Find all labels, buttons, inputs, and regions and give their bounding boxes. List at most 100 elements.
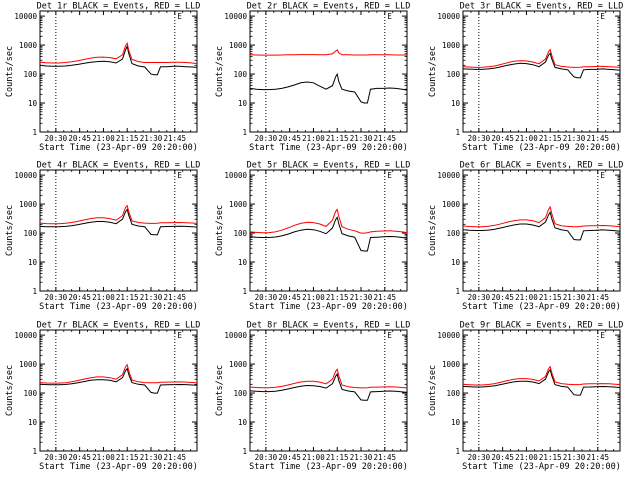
y-tick-label: 10 xyxy=(238,99,248,108)
y-axis-title: Counts/sec xyxy=(215,46,225,97)
series-line-lld xyxy=(39,204,198,225)
series-line-events xyxy=(462,211,621,241)
x-tick-label: 20:30 xyxy=(468,293,491,302)
x-tick-label: 21:30 xyxy=(350,453,373,462)
x-tick-label: 20:45 xyxy=(491,293,514,302)
y-tick-label: 1000 xyxy=(229,41,248,50)
x-tick-label: 21:00 xyxy=(515,293,538,302)
detector-panel-3: Det 3r BLACK = Events, RED = LLD 1 10 100 10… xyxy=(428,2,623,154)
series-line-events xyxy=(462,368,621,396)
y-tick-label: 1000 xyxy=(229,360,248,369)
x-tick-label: 20:30 xyxy=(255,453,278,462)
y-tick-label: 1000 xyxy=(19,200,38,209)
y-axis-title: Counts/sec xyxy=(5,46,15,97)
x-axis-title: Start Time (23-Apr-09 20:20:00) xyxy=(249,143,408,153)
x-axis-title: Start Time (23-Apr-09 20:20:00) xyxy=(39,462,198,472)
x-tick-label: 20:45 xyxy=(491,453,514,462)
series-line-events xyxy=(39,367,198,394)
x-tick-label: 21:00 xyxy=(302,293,325,302)
detector-panel-4: Det 4r BLACK = Events, RED = LLD 1 10 100 10… xyxy=(5,161,200,313)
panel-marker: E xyxy=(387,171,392,180)
x-tick-label: 21:45 xyxy=(164,134,187,143)
y-tick-label: 1000 xyxy=(442,41,461,50)
y-axis-title: Counts/sec xyxy=(428,205,438,256)
x-tick-label: 21:30 xyxy=(140,453,163,462)
x-tick-label: 21:45 xyxy=(164,453,187,462)
y-tick-label: 1000 xyxy=(19,360,38,369)
y-tick-label: 10000 xyxy=(437,12,460,21)
x-tick-label: 21:30 xyxy=(563,293,586,302)
x-tick-label: 21:45 xyxy=(374,453,397,462)
y-axis-title: Counts/sec xyxy=(5,205,15,256)
x-tick-label: 21:30 xyxy=(140,134,163,143)
x-tick-label: 21:00 xyxy=(302,134,325,143)
series-line-lld xyxy=(249,368,408,389)
y-tick-label: 100 xyxy=(446,70,460,79)
panel-title: Det 4r BLACK = Events, RED = LLD xyxy=(37,161,201,171)
x-axis-title: Start Time (23-Apr-09 20:20:00) xyxy=(462,302,621,312)
plot-frame xyxy=(249,10,408,133)
series-line-events xyxy=(249,216,408,252)
panel-title: Det 3r BLACK = Events, RED = LLD xyxy=(460,2,624,12)
x-tick-label: 21:15 xyxy=(326,293,349,302)
x-tick-label: 21:30 xyxy=(563,453,586,462)
x-tick-label: 20:45 xyxy=(278,453,301,462)
y-tick-label: 10000 xyxy=(224,331,247,340)
y-tick-label: 10000 xyxy=(14,331,37,340)
panel-marker: E xyxy=(177,171,182,180)
panel-title: Det 8r BLACK = Events, RED = LLD xyxy=(247,321,411,331)
plot-frame xyxy=(39,10,198,133)
x-tick-label: 21:15 xyxy=(326,134,349,143)
y-tick-label: 1 xyxy=(242,128,247,137)
y-tick-label: 100 xyxy=(446,229,460,238)
y-tick-label: 100 xyxy=(23,389,37,398)
y-tick-label: 100 xyxy=(446,389,460,398)
panel-marker: E xyxy=(177,12,182,21)
series-line-events xyxy=(39,44,198,76)
plot-frame xyxy=(249,169,408,292)
y-tick-label: 100 xyxy=(233,229,247,238)
series-line-lld xyxy=(39,42,198,65)
x-tick-label: 21:00 xyxy=(92,453,115,462)
x-tick-label: 21:00 xyxy=(92,293,115,302)
y-tick-label: 10 xyxy=(28,99,38,108)
panel-title: Det 7r BLACK = Events, RED = LLD xyxy=(37,321,201,331)
y-tick-label: 1000 xyxy=(19,41,38,50)
panel-title: Det 2r BLACK = Events, RED = LLD xyxy=(247,2,411,12)
x-tick-label: 20:30 xyxy=(45,293,68,302)
y-tick-label: 10 xyxy=(238,418,248,427)
plot-frame xyxy=(462,329,621,452)
series-line-events xyxy=(249,72,408,104)
x-tick-label: 20:30 xyxy=(45,134,68,143)
series-line-lld xyxy=(249,49,408,56)
y-tick-label: 1 xyxy=(455,447,460,456)
x-tick-label: 21:15 xyxy=(539,293,562,302)
panel-title: Det 9r BLACK = Events, RED = LLD xyxy=(460,321,624,331)
x-tick-label: 20:45 xyxy=(491,134,514,143)
x-tick-label: 21:15 xyxy=(116,453,139,462)
x-axis-title: Start Time (23-Apr-09 20:20:00) xyxy=(39,302,198,312)
panel-title: Det 1r BLACK = Events, RED = LLD xyxy=(37,2,201,12)
y-tick-label: 1 xyxy=(455,287,460,296)
y-tick-label: 10000 xyxy=(224,12,247,21)
x-tick-label: 21:00 xyxy=(92,134,115,143)
y-tick-label: 1000 xyxy=(442,360,461,369)
series-line-events xyxy=(39,208,198,236)
x-tick-label: 21:30 xyxy=(350,293,373,302)
y-tick-label: 1000 xyxy=(229,200,248,209)
y-axis-title: Counts/sec xyxy=(215,365,225,416)
x-tick-label: 20:45 xyxy=(68,134,91,143)
x-tick-label: 20:30 xyxy=(468,134,491,143)
y-tick-label: 10 xyxy=(238,258,248,267)
x-tick-label: 20:30 xyxy=(255,293,278,302)
panel-marker: E xyxy=(600,12,605,21)
series-line-lld xyxy=(462,48,621,68)
panel-title: Det 6r BLACK = Events, RED = LLD xyxy=(460,161,624,171)
y-tick-label: 1 xyxy=(455,128,460,137)
x-axis-title: Start Time (23-Apr-09 20:20:00) xyxy=(249,462,408,472)
plot-frame xyxy=(39,169,198,292)
y-tick-label: 10000 xyxy=(14,171,37,180)
x-tick-label: 20:45 xyxy=(278,134,301,143)
x-tick-label: 21:45 xyxy=(587,293,610,302)
x-tick-label: 21:30 xyxy=(350,134,373,143)
